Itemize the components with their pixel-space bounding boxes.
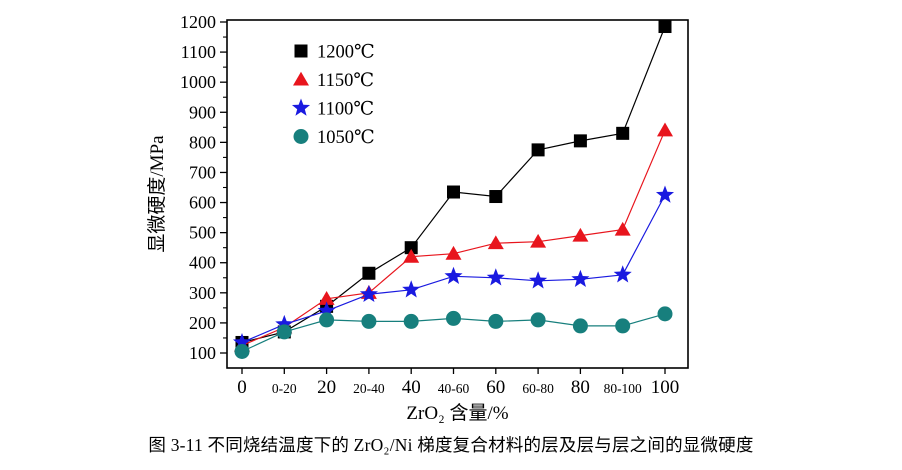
- legend-label: 1100℃: [317, 100, 374, 120]
- data-point-marker: [232, 332, 252, 351]
- x-tick-label: 20-40: [353, 381, 385, 396]
- star-legend-icon: [291, 98, 311, 116]
- legend: 1200℃ 1150℃ 1100℃ 1050℃: [291, 43, 375, 148]
- data-point-marker: [615, 318, 631, 334]
- data-point-marker: [530, 312, 546, 328]
- series-1200℃: [235, 20, 672, 349]
- y-tick-label: 200: [189, 313, 216, 333]
- legend-label: 1150℃: [317, 71, 374, 91]
- x-axis: 0 0-20 20 20-40 40 40-60 60 60-80 80 80-100 100 ZrO…: [237, 368, 679, 424]
- triangle-legend-icon: [293, 71, 309, 86]
- data-point-marker: [318, 291, 335, 305]
- data-point-marker: [488, 313, 504, 329]
- data-point-marker: [403, 313, 419, 329]
- data-point-marker: [404, 241, 418, 255]
- y-tick-label: 500: [189, 223, 216, 243]
- data-point-marker: [573, 134, 587, 148]
- series-1050℃: [234, 306, 673, 359]
- data-point-marker: [530, 233, 547, 248]
- legend-item: 1100℃: [291, 98, 374, 120]
- plot-border: [226, 19, 689, 369]
- y-tick-label: 300: [189, 283, 216, 303]
- data-point-marker: [529, 271, 548, 289]
- x-tick-label: 0-20: [272, 381, 297, 396]
- x-tick-label: 100: [651, 377, 680, 398]
- legend-item: 1200℃: [294, 43, 375, 63]
- data-point-marker: [402, 280, 421, 298]
- legend-label: 1050℃: [317, 128, 375, 148]
- x-tick-label: 60: [486, 377, 505, 398]
- x-tick-label: 40: [402, 377, 421, 398]
- data-point-marker: [655, 185, 675, 203]
- y-tick-label: 1000: [180, 72, 216, 92]
- data-point-marker: [531, 143, 545, 157]
- x-axis-title: ZrO₂ 含量/%: [406, 402, 508, 424]
- data-point-marker: [276, 324, 292, 340]
- y-tick-label: 600: [189, 193, 216, 213]
- data-point-marker: [234, 343, 250, 359]
- series-line: [241, 26, 666, 344]
- data-point-marker: [487, 235, 504, 250]
- data-point-marker: [359, 284, 378, 303]
- y-tick-label: 100: [189, 343, 216, 363]
- data-point-marker: [317, 301, 336, 319]
- data-point-marker: [362, 266, 376, 280]
- data-point-marker: [572, 318, 588, 334]
- y-axis: 100 200 300 400 500 600 700 800 900 1000 1100 1200 显…: [146, 12, 227, 363]
- data-point-marker: [446, 310, 461, 326]
- data-point-marker: [319, 312, 335, 328]
- data-point-marker: [361, 313, 377, 329]
- data-point-marker: [403, 248, 420, 263]
- data-point-marker: [658, 20, 672, 34]
- x-tick-label: 40-60: [438, 381, 470, 396]
- series-1100℃: [232, 185, 675, 351]
- y-tick-label: 700: [189, 162, 216, 182]
- figure-caption: 图 3-11 不同烧结温度下的 ZrO₂/Ni 梯度复合材料的层及层与层之间的显…: [148, 435, 754, 455]
- x-tick-label: 0: [237, 377, 247, 398]
- data-point-marker: [572, 227, 589, 242]
- y-tick-label: 800: [189, 132, 216, 152]
- data-point-marker: [613, 265, 632, 283]
- x-tick-label: 60-80: [522, 381, 554, 396]
- data-point-marker: [275, 314, 294, 333]
- y-tick-label: 900: [189, 102, 216, 122]
- data-point-marker: [571, 269, 590, 287]
- x-tick-label: 80: [571, 377, 590, 398]
- data-point-marker: [614, 221, 631, 236]
- data-point-marker: [657, 122, 673, 137]
- data-point-marker: [447, 185, 460, 199]
- y-tick-label: 400: [189, 253, 216, 273]
- data-point-marker: [616, 126, 630, 140]
- y-tick-label: 1200: [180, 12, 216, 32]
- data-point-marker: [444, 266, 463, 284]
- data-point-marker: [445, 245, 462, 260]
- legend-label: 1200℃: [317, 43, 375, 63]
- y-axis-title: 显微硬度/MPa: [146, 135, 168, 253]
- data-point-marker: [657, 306, 673, 322]
- circle-legend-icon: [293, 129, 309, 144]
- y-tick-label: 1100: [181, 42, 216, 62]
- x-tick-label: 20: [317, 377, 336, 398]
- microhardness-line-chart: 100200300400500600700800900100011001200显…: [146, 12, 689, 424]
- data-point-marker: [489, 190, 503, 204]
- x-tick-label: 80-100: [604, 381, 642, 396]
- legend-item: 1050℃: [293, 128, 375, 148]
- data-point-marker: [486, 268, 505, 286]
- legend-item: 1150℃: [293, 71, 374, 91]
- square-legend-icon: [294, 44, 308, 58]
